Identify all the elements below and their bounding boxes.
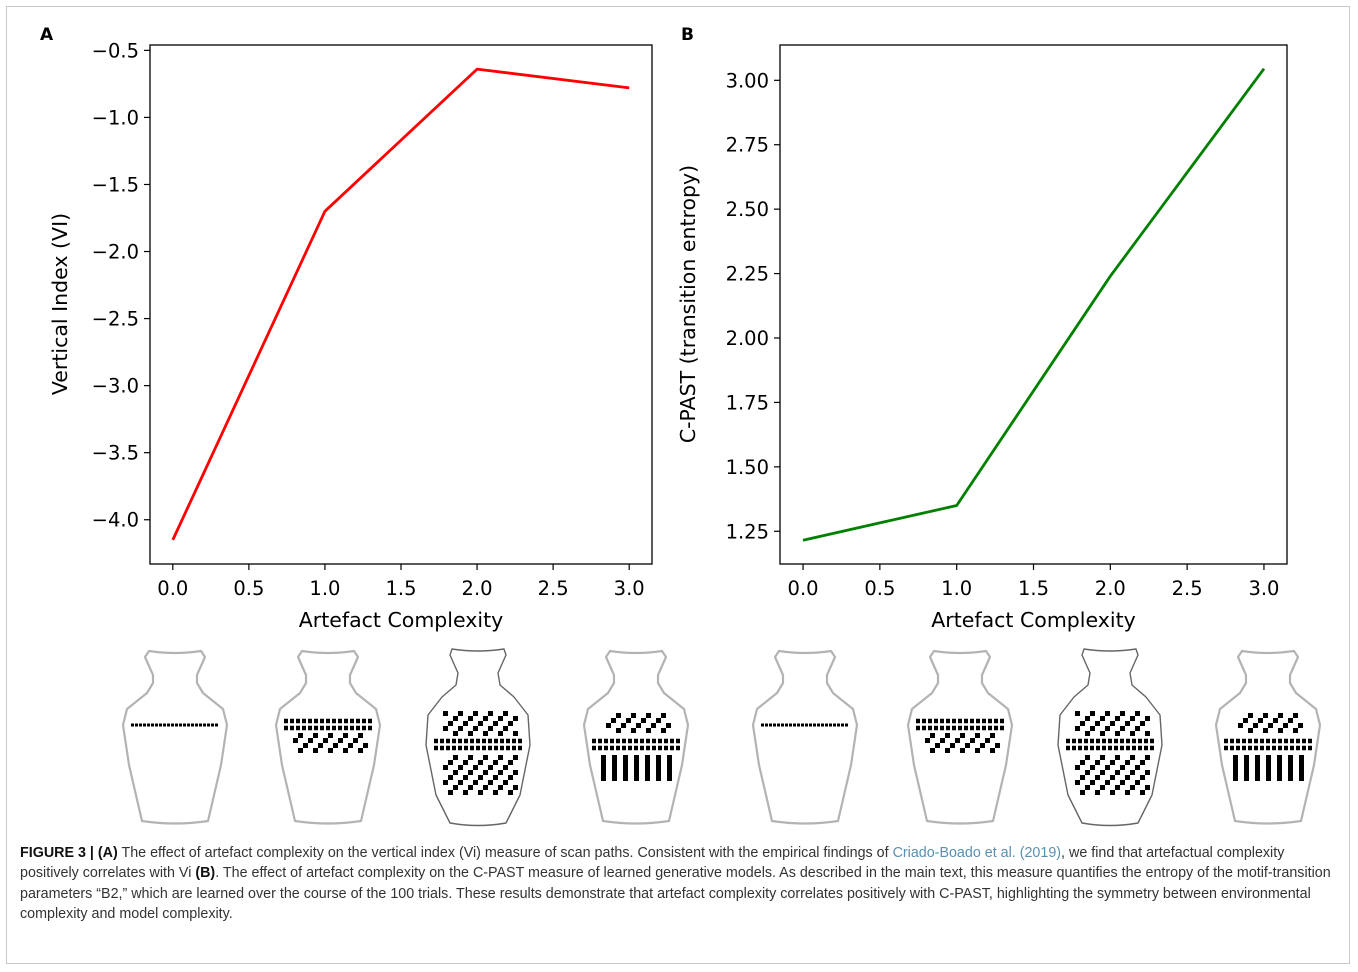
y-tick-label: 1.75 — [726, 391, 769, 414]
x-axis-label: Artefact Complexity — [931, 608, 1136, 632]
plot-frame — [149, 44, 653, 565]
charts: A 0.0 0.5 1.0 1.5 2.0 2.5 3.0 −0.5 −1.0 −1.5 −2.0 −… — [40, 25, 1288, 632]
plot-frame — [779, 44, 1288, 565]
x-tick-label: 0.0 — [788, 577, 819, 600]
series-line — [171, 67, 630, 541]
vase-illustration — [906, 649, 1014, 825]
x-tick-label: 0.5 — [864, 577, 895, 600]
y-tick-label: 1.25 — [726, 520, 769, 543]
figure-label: FIGURE 3 | — [20, 845, 94, 861]
y-tick-label: −1.5 — [92, 173, 139, 196]
y-tick-label: −2.0 — [92, 241, 139, 264]
y-tick-label: 2.50 — [726, 198, 769, 221]
series-line — [802, 67, 1266, 542]
x-tick-label: 2.0 — [462, 577, 493, 600]
y-tick-label: 2.25 — [726, 263, 769, 286]
x-tick-label: 1.0 — [309, 577, 340, 600]
x-tick-label: 3.0 — [614, 577, 645, 600]
x-tick-label: 0.0 — [157, 577, 188, 600]
x-tick-label: 2.5 — [1172, 577, 1203, 600]
caption-text-1: The effect of artefact complexity on the… — [117, 845, 893, 861]
vase-illustration — [1057, 648, 1163, 827]
y-tick-label: 3.00 — [726, 69, 769, 92]
y-tick-label: −3.0 — [92, 375, 139, 398]
y-axis-label: Vertical Index (VI) — [48, 213, 72, 395]
vase-illustration — [1214, 649, 1322, 825]
x-tick-label: 0.5 — [233, 577, 264, 600]
panel-a-chart: A 0.0 0.5 1.0 1.5 2.0 2.5 3.0 −0.5 −1.0 −1.5 −2.0 −… — [40, 25, 653, 632]
y-tick-label: −3.5 — [92, 442, 139, 465]
caption-text-3: . The effect of artefact complexity on t… — [20, 865, 1331, 923]
vase-illustration — [425, 648, 531, 827]
x-tick-label: 3.0 — [1248, 577, 1279, 600]
panel-b-label: B — [681, 25, 694, 45]
y-tick-label: 1.50 — [726, 456, 769, 479]
y-tick-label: 2.75 — [726, 134, 769, 157]
vase-illustration — [751, 649, 859, 825]
caption-part-a-label: (A) — [97, 845, 118, 861]
y-tick-label: −4.0 — [92, 509, 139, 532]
x-tick-label: 1.5 — [385, 577, 416, 600]
x-axis-label: Artefact Complexity — [299, 608, 504, 632]
caption-part-b-label: (B) — [195, 865, 216, 882]
y-axis-label: C-PAST (transition entropy) — [676, 165, 700, 443]
vase-illustrations — [121, 648, 1322, 827]
figure-caption: FIGURE 3 | (A) The effect of artefact co… — [20, 843, 1338, 963]
x-tick-label: 1.0 — [941, 577, 972, 600]
vase-illustration — [121, 649, 229, 825]
figure-frame — [6, 6, 1350, 964]
x-tick-label: 2.0 — [1095, 577, 1126, 600]
vase-illustration — [582, 649, 690, 825]
panel-a-label: A — [40, 25, 54, 45]
y-tick-label: 2.00 — [726, 327, 769, 350]
y-tick-label: −1.0 — [92, 106, 139, 129]
y-tick-label: −0.5 — [92, 39, 139, 62]
citation-link[interactable]: Criado-Boado et al. (2019) — [892, 845, 1062, 861]
x-tick-label: 2.5 — [538, 577, 569, 600]
panel-b-chart: B 0.0 0.5 1.0 1.5 2.0 2.5 3.0 3.00 2.75 2.50 2.25 2… — [676, 25, 1288, 632]
y-tick-label: −2.5 — [92, 308, 139, 331]
caption-text-2: , we find that artefactual complexity po… — [20, 845, 1285, 882]
vase-illustration — [274, 649, 382, 825]
x-tick-label: 1.5 — [1018, 577, 1049, 600]
